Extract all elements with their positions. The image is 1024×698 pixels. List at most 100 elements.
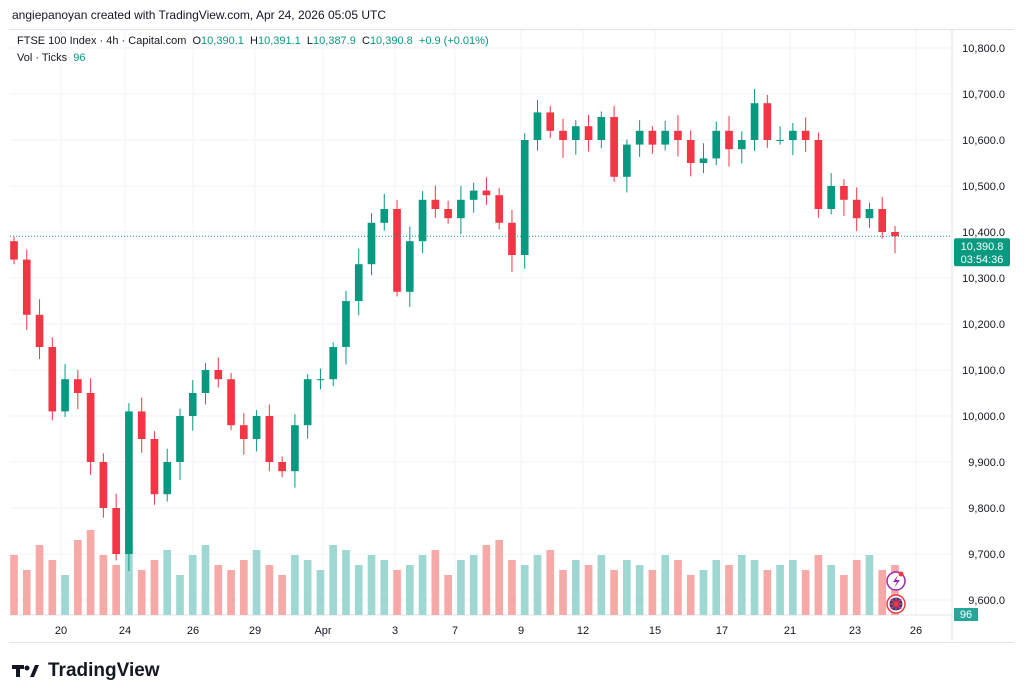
candle-body (431, 199, 440, 209)
candle-body (74, 379, 82, 393)
volume-bar (367, 555, 376, 615)
volume-bar (112, 565, 120, 615)
volume-bar (86, 530, 95, 615)
volume-bar (482, 545, 491, 615)
volume-bar (699, 570, 708, 615)
volume-bar (801, 570, 810, 615)
candle-body (750, 103, 759, 140)
x-tick-label: 3 (392, 625, 398, 637)
candle-body (520, 140, 529, 255)
candle-body (737, 140, 746, 150)
candle-body (814, 140, 823, 209)
candle-body (571, 126, 580, 140)
lightning-glyph-icon (893, 575, 900, 588)
candle-body (150, 439, 159, 495)
volume-bar (520, 565, 529, 615)
logo-text: TradingView (48, 660, 160, 681)
volume-bar (750, 560, 759, 615)
candle-body (176, 416, 184, 462)
volume-bar (316, 570, 325, 615)
x-tick-label: 15 (649, 625, 661, 637)
candle-body (648, 130, 657, 145)
candle-body (393, 209, 401, 292)
volume-bar (227, 570, 235, 615)
volume-bar (674, 560, 682, 615)
candle-body (188, 393, 197, 416)
notification-dot-icon (898, 571, 904, 577)
candle-body (329, 347, 338, 380)
volume-bar (469, 555, 478, 615)
candle-body (457, 199, 465, 219)
candle-body (623, 144, 631, 177)
open-value: 10,390.1 (201, 35, 244, 47)
countdown-label: 03:54:36 (961, 254, 1004, 266)
candle-body (405, 241, 414, 292)
candle-body (635, 130, 644, 145)
volume-bar (380, 560, 389, 615)
volume-label[interactable]: Vol · Ticks (17, 52, 68, 64)
low-label: L (306, 35, 314, 47)
y-tick-label: 10,700.0 (962, 89, 1005, 101)
volume-bar (48, 560, 57, 615)
candle-body (227, 379, 235, 426)
volume-tag-label: 96 (960, 609, 972, 621)
candle-body (35, 314, 44, 347)
volume-bar (214, 565, 223, 615)
candle-body (508, 222, 516, 255)
candle-body (265, 416, 274, 462)
volume-bar (725, 565, 733, 615)
x-tick-label: 21 (784, 625, 796, 637)
y-tick-label: 10,400.0 (962, 227, 1005, 239)
volume-bar (571, 560, 580, 615)
volume-bar (508, 560, 516, 615)
candle-body (699, 158, 708, 163)
open-label: O (192, 35, 202, 47)
volume-bar (201, 545, 210, 615)
y-tick-label: 9,800.0 (968, 503, 1005, 515)
candle-body (533, 112, 542, 140)
candle-body (712, 130, 721, 159)
x-tick-label: 23 (849, 625, 861, 637)
volume-bar (827, 565, 835, 615)
x-tick-label: 17 (716, 625, 728, 637)
y-tick-label: 9,900.0 (968, 457, 1005, 469)
candle-body (597, 117, 606, 140)
candle-body (852, 199, 861, 219)
candle-body (891, 232, 899, 237)
volume-bar (712, 560, 721, 615)
candle-body (865, 209, 874, 219)
volume-bar (431, 550, 440, 615)
x-tick-label: 29 (249, 625, 261, 637)
high-value: 10,391.1 (257, 35, 301, 47)
y-tick-label: 10,600.0 (962, 135, 1005, 147)
volume-bar (840, 575, 848, 615)
candle-body (584, 126, 593, 140)
volume-bar (252, 550, 261, 615)
volume-bar (546, 550, 555, 615)
volume-bar (61, 575, 69, 615)
y-tick-label: 10,800.0 (962, 43, 1005, 55)
volume-bar (814, 555, 823, 615)
close-value: 10,390.8 (369, 35, 413, 47)
volume-bar (737, 555, 746, 615)
candle-body (163, 462, 172, 495)
y-tick-label: 10,100.0 (962, 365, 1005, 377)
volume-bar (623, 560, 631, 615)
volume-bar (789, 560, 797, 615)
close-label: C (361, 35, 370, 47)
volume-legend: Vol · Ticks 96 (17, 50, 489, 67)
candle-body (367, 222, 376, 265)
volume-bar (10, 555, 18, 615)
candle-body (10, 241, 18, 260)
y-tick-label: 9,700.0 (968, 549, 1005, 561)
candle-body (214, 370, 223, 380)
candle-body (354, 264, 363, 301)
price-tag (954, 238, 1010, 267)
volume-bar (99, 555, 108, 615)
volume-bar (686, 575, 695, 615)
volume-bar (137, 570, 146, 615)
volume-bar (418, 555, 427, 615)
symbol-label[interactable]: FTSE 100 Index · 4h · Capital.com (17, 35, 187, 47)
ohlc-legend: FTSE 100 Index · 4h · Capital.com O10,39… (17, 33, 489, 50)
